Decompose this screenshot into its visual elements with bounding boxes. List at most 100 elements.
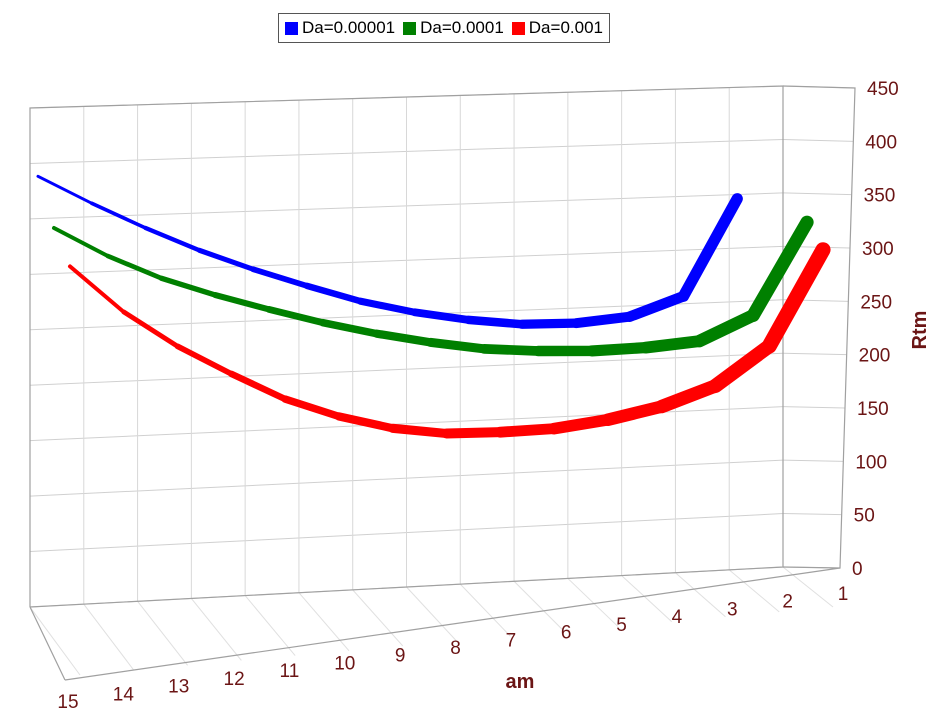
gridline-floor-4 [244, 595, 296, 656]
series-2-segment-6 [372, 329, 435, 347]
x-tick-label-6: 6 [561, 623, 572, 644]
legend-swatch-series-2 [403, 21, 417, 35]
y-axis-title: Rtm [909, 311, 931, 350]
x-tick-label-9: 9 [395, 646, 406, 667]
x-tick-label-4: 4 [672, 607, 683, 628]
series-2-segment-10 [586, 342, 652, 357]
series-lines [36, 174, 831, 439]
series-3-segment-8 [494, 423, 560, 438]
series-1-segment-12 [677, 193, 743, 302]
series-1-segment-2 [143, 225, 202, 253]
x-tick-label-15: 15 [57, 692, 78, 713]
series-2-segment-4 [265, 306, 327, 327]
series-1-segment-0 [36, 174, 94, 205]
y-tick-label-250: 250 [860, 292, 892, 313]
gridline-floor-9 [513, 580, 565, 632]
gridline-side-400 [782, 138, 854, 142]
series-2-segment-2 [158, 275, 219, 298]
gridline-floor-13 [728, 569, 780, 613]
chart-frame [29, 85, 856, 681]
series-1-segment-7 [410, 308, 473, 324]
y-tick-label-350: 350 [864, 186, 896, 207]
x-tick-label-2: 2 [782, 592, 793, 613]
gridline-floor-0 [29, 606, 81, 676]
y-tick-label-400: 400 [865, 132, 897, 153]
gridline-floor-1 [83, 603, 135, 671]
series-1-segment-5 [303, 282, 364, 305]
series-3-segment-10 [601, 400, 668, 427]
series-2-segment-11 [639, 335, 706, 354]
x-tick-label-12: 12 [224, 669, 245, 690]
gridline-side-50 [782, 513, 842, 516]
x-axis-ticks: 15 14 13 12 11 10 9 8 7 6 5 4 3 2 1 [57, 584, 848, 713]
y-tick-label-0: 0 [852, 559, 863, 580]
legend-item-series-3: Da=0.001 [511, 18, 603, 38]
series-3-segment-4 [281, 395, 343, 421]
legend-swatch-series-1 [285, 21, 298, 35]
gridline-floor-11 [621, 575, 672, 622]
series-3-segment-1 [121, 309, 180, 349]
series-3-segment-7 [441, 427, 506, 439]
series-2-segment-0 [52, 225, 110, 259]
series-2-segment-13 [746, 215, 814, 322]
series-1-segment-8 [464, 315, 527, 329]
series-2-segment-5 [319, 318, 381, 338]
side-wall [783, 86, 855, 568]
series-2-segment-8 [479, 344, 543, 356]
x-tick-label-1: 1 [838, 584, 849, 605]
y-tick-label-300: 300 [862, 239, 894, 260]
legend-item-series-1: Da=0.00001 [285, 18, 395, 38]
series-2-segment-7 [426, 337, 489, 354]
gridline-floor-10 [567, 578, 619, 627]
y-tick-label-150: 150 [857, 399, 889, 420]
y-axis-ticks: 0 50 100 150 200 250 300 350 400 450 [852, 79, 899, 580]
y-tick-label-450: 450 [867, 79, 899, 100]
gridline-floor-2 [137, 600, 188, 666]
y-tick-label-50: 50 [854, 506, 875, 527]
series-1-segment-9 [517, 318, 581, 329]
chart-legend: Da=0.00001 Da=0.0001 Da=0.001 [278, 13, 610, 43]
gridline-floor-8 [459, 583, 511, 637]
series-2-segment-1 [105, 253, 164, 281]
x-tick-label-10: 10 [334, 653, 355, 674]
x-tick-label-3: 3 [727, 599, 738, 620]
gridline-floor-14 [782, 566, 834, 608]
legend-item-series-2: Da=0.0001 [403, 18, 504, 38]
series-1-segment-11 [624, 290, 689, 322]
y-tick-label-200: 200 [859, 346, 891, 367]
series-3-segment-5 [334, 412, 397, 433]
legend-swatch-series-3 [511, 21, 525, 35]
x-tick-label-11: 11 [280, 661, 300, 682]
series-3-segment-12 [708, 338, 777, 394]
series-2-segment-3 [212, 291, 273, 313]
legend-label-series-1: Da=0.00001 [302, 18, 396, 37]
series-1-segment-1 [89, 201, 148, 230]
gridline-floor-6 [352, 589, 404, 647]
x-tick-label-14: 14 [113, 684, 135, 705]
series-1-segment-10 [570, 311, 635, 329]
side-wall-border [782, 85, 856, 569]
x-tick-label-5: 5 [616, 615, 627, 636]
floor-left-edge [29, 606, 66, 681]
series-1-segment-4 [250, 266, 310, 289]
legend-label-series-2: Da=0.0001 [420, 18, 504, 37]
x-axis-title: am [506, 671, 535, 693]
x-tick-label-8: 8 [450, 638, 461, 659]
legend-label-series-3: Da=0.001 [528, 18, 603, 37]
series-1-segment-3 [196, 247, 256, 272]
gridline-floor-7 [406, 586, 457, 642]
series-3-segment-6 [388, 423, 452, 439]
chart-walls [783, 86, 855, 568]
series-3-segment-0 [68, 264, 126, 314]
gridline-side-200 [782, 352, 847, 356]
series-3-segment-3 [228, 370, 289, 403]
gridline-floor-3 [190, 598, 242, 661]
y-tick-label-100: 100 [855, 452, 887, 473]
gridline-side-150 [782, 406, 846, 409]
gridline-floor-5 [298, 592, 350, 652]
x-tick-label-13: 13 [168, 677, 189, 698]
series-3-segment-2 [174, 343, 235, 377]
series-1-segment-6 [357, 297, 419, 316]
series-3-segment-11 [654, 379, 723, 414]
